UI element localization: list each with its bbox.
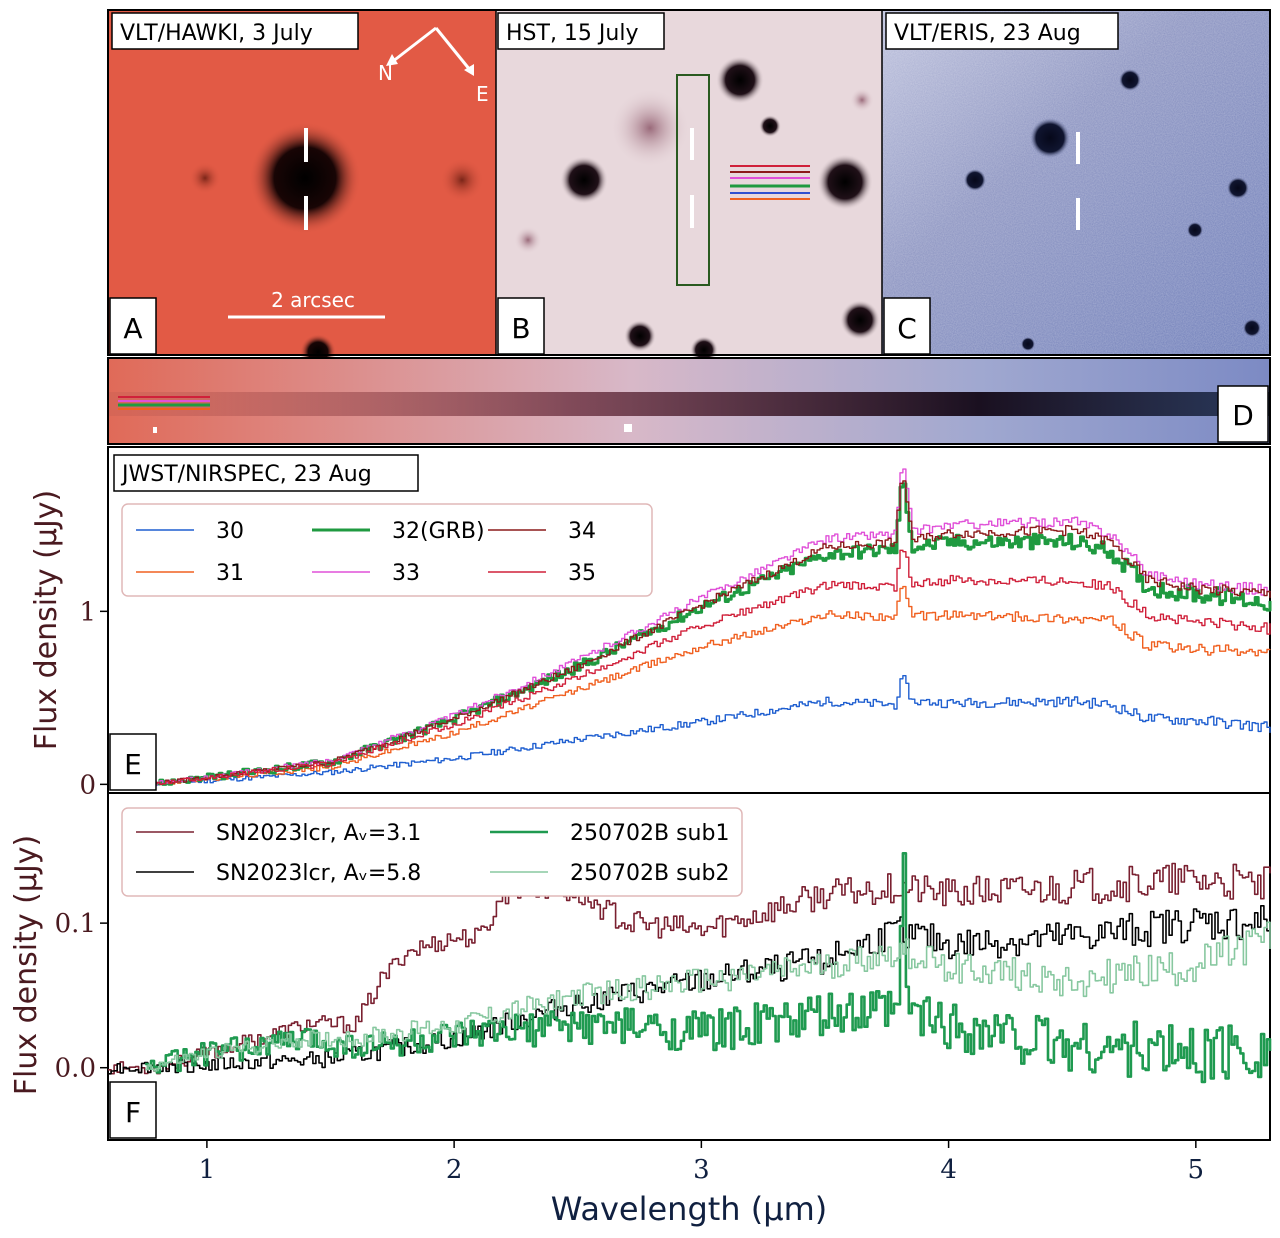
panel-f: 0.0 0.1 1 2 3 4 5 Flux density (μJy) Wavelengt… <box>9 792 1272 1228</box>
panel-c: VLT/ERIS, 23 Aug C <box>882 10 1270 355</box>
panel-a-source <box>249 122 361 234</box>
panel-e-legend: 30 31 32(GRB) 33 34 35 <box>121 503 653 597</box>
panel-e-title: JWST/NIRSPEC, 23 Aug <box>120 462 372 487</box>
legend-label-34: 34 <box>568 519 596 544</box>
panel-b-extraction-lines <box>730 165 810 200</box>
legend-label-sn2023lcr-a-v-3-1: SN2023lcr, Aᵥ=3.1 <box>216 821 421 846</box>
panel-e-yticks: 01 <box>79 597 108 800</box>
xtick-label: 2 <box>446 1155 463 1185</box>
panel-a-letter: A <box>123 312 142 345</box>
legend-label-250702b-sub2: 250702B sub2 <box>570 861 729 886</box>
panel-f-ticks: 0.0 0.1 1 2 3 4 5 <box>55 909 1204 1185</box>
legend-label-35: 35 <box>568 561 596 586</box>
panel-c-title: VLT/ERIS, 23 Aug <box>894 21 1081 46</box>
series-line-250702b-sub2 <box>145 921 1271 1072</box>
legend-label-250702b-sub1: 250702B sub1 <box>570 821 729 846</box>
series-line-31 <box>145 585 1271 787</box>
xtick-label: 1 <box>199 1155 216 1185</box>
panel-f-series <box>108 852 1272 1084</box>
panel-e-ylabel: Flux density (μJy) <box>29 490 64 751</box>
panel-b-title: HST, 15 July <box>506 21 638 46</box>
series-line-30 <box>145 675 1271 787</box>
ytick-label: 1 <box>79 597 96 627</box>
compass-icon: N E <box>378 26 489 106</box>
spectrum-trace <box>108 392 1270 416</box>
scale-bar-label: 2 arcsec <box>271 288 355 312</box>
panel-f-letter: F <box>125 1096 141 1129</box>
legend-label-31: 31 <box>216 561 244 586</box>
panel-a: 2 arcsec N E VLT/HAWKI, 3 July A <box>108 10 496 370</box>
compass-e-label: E <box>476 82 489 106</box>
panel-f-xlabel: Wavelength (μm) <box>551 1190 828 1228</box>
xtick-label: 4 <box>940 1155 957 1185</box>
series-line-sn2023lcr-a-v-5-8 <box>108 905 1271 1075</box>
compass-n-label: N <box>378 61 393 85</box>
panel-f-legend: SN2023lcr, Aᵥ=3.1 SN2023lcr, Aᵥ=5.8 250702… <box>121 807 743 897</box>
slit-box <box>676 74 710 286</box>
panel-d-letter: D <box>1232 399 1254 432</box>
legend-label-30: 30 <box>216 519 244 544</box>
panel-f-ylabel: Flux density (μJy) <box>9 835 44 1096</box>
panel-e: 01 Flux density (μJy) JWST/NIRSPEC, 23 A… <box>29 446 1272 800</box>
panel-b-letter: B <box>511 312 530 345</box>
panel-d: D <box>107 357 1271 445</box>
series-line-35 <box>145 549 1271 787</box>
legend-label-33: 33 <box>392 561 420 586</box>
ytick-label: 0.1 <box>55 909 96 939</box>
legend-label-sn2023lcr-a-v-5-8: SN2023lcr, Aᵥ=5.8 <box>216 861 421 886</box>
panel-d-extraction-lines <box>118 396 210 410</box>
xtick-label: 3 <box>693 1155 710 1185</box>
legend-label-32-grb: 32(GRB) <box>392 519 485 544</box>
panel-c-letter: C <box>897 312 917 345</box>
panel-e-letter: E <box>124 748 142 781</box>
series-line-250702b-sub1 <box>145 852 1272 1084</box>
panel-a-title: VLT/HAWKI, 3 July <box>120 21 313 46</box>
xtick-label: 5 <box>1188 1155 1205 1185</box>
ytick-label: 0.0 <box>55 1054 96 1084</box>
panel-b: HST, 15 July B <box>496 10 882 364</box>
panel-e-series <box>145 468 1272 789</box>
ytick-label: 0 <box>79 770 96 800</box>
